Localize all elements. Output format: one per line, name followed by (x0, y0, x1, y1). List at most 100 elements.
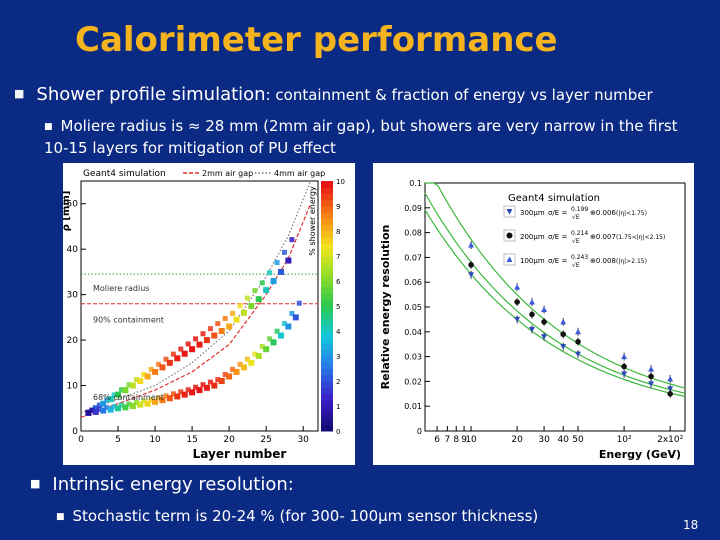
x-tick-label: 10 (465, 435, 477, 445)
colorbar-segment (321, 299, 333, 307)
energy-resolution-chart: 6 7 8 9 10 20 30 40 50 10² 2x10² 0 0.01 0.02 0.03 0.04 0… (373, 163, 694, 465)
colorbar-segment (321, 412, 333, 419)
containment-point (255, 296, 262, 303)
containment-point-4mm (178, 389, 184, 395)
x-tick-label: 2x10² (657, 435, 684, 445)
x-tick-label: 25 (260, 435, 271, 445)
containment-point (107, 396, 114, 403)
containment-point (263, 287, 270, 294)
containment-point-4mm (281, 249, 287, 255)
colorbar-segment (321, 399, 333, 407)
containment-point (137, 378, 144, 384)
containment-point (263, 346, 270, 353)
data-point (667, 386, 674, 392)
containment-point-4mm (237, 303, 243, 309)
containment-point (129, 382, 136, 389)
legend-marker (506, 232, 513, 239)
containment-point-4mm (126, 401, 132, 407)
data-point (621, 353, 628, 360)
legend-eta: (|η|>2.15) (616, 258, 647, 265)
legend-label: 100μm (520, 257, 545, 265)
energy-resolution-plot: 6 7 8 910 20 30 40 50 10² 2x10² 0 0.01 0.02 0.03 0.04 0… (379, 179, 686, 461)
colorbar-segment (321, 381, 333, 388)
containment-point-4mm (141, 398, 147, 404)
containment-point (122, 387, 129, 394)
data-point (528, 326, 535, 333)
colorbar-segment (321, 187, 333, 194)
containment-point (144, 373, 151, 380)
data-point (575, 338, 581, 345)
containment-point (181, 391, 188, 398)
containment-point (92, 408, 99, 415)
colorbar-segment (321, 424, 333, 432)
data-point (529, 311, 535, 318)
containment-point-4mm (133, 400, 139, 405)
containment-point (189, 389, 196, 396)
containment-point-4mm (185, 341, 191, 347)
colorbar-tick-label: 4 (336, 328, 341, 336)
legend-eta: (|η|<1.75) (616, 210, 647, 217)
containment-point (159, 364, 166, 371)
containment-point (100, 400, 107, 407)
containment-point (144, 400, 151, 407)
containment-point (115, 391, 122, 398)
fit-curve (425, 182, 686, 389)
sub-bullet-moliere: ■ Moliere radius is ≈ 28 mm (2mm air gap)… (44, 116, 704, 159)
annotation-label: Moliere radius (93, 284, 149, 293)
containment-point-4mm (185, 387, 191, 393)
y-tick-label: 30 (67, 291, 79, 301)
colorbar-segment (321, 393, 333, 401)
containment-point-4mm (215, 321, 221, 327)
colorbar-segment (321, 337, 333, 344)
colorbar-tick-label: 3 (336, 353, 340, 361)
containment-point-4mm (170, 351, 176, 357)
colorbar-segment (321, 224, 333, 232)
containment-point-4mm (156, 361, 162, 367)
containment-point-4mm (267, 336, 273, 342)
colorbar-segment (321, 281, 333, 288)
fit-curve (424, 192, 686, 394)
containment-point (240, 309, 247, 316)
colorbar-tick-label: 6 (336, 278, 341, 286)
legend-formula-const: ⊕0.007 (590, 233, 616, 241)
containment-point (203, 337, 210, 344)
colorbar-segment (321, 249, 333, 257)
colorbar-segment (321, 312, 333, 319)
y-tick-label: 50 (67, 200, 79, 210)
legend-label: 4mm air gap (274, 169, 325, 178)
colorbar-segment (321, 212, 333, 219)
y-tick-label: 0.01 (404, 402, 422, 411)
x-tick-label: 6 (434, 435, 440, 445)
containment-point (166, 359, 173, 366)
containment-point-4mm (148, 397, 154, 403)
x-tick-label: 8 (453, 435, 459, 445)
containment-point (277, 332, 284, 339)
sub-bullet-square-icon: ■ (44, 122, 53, 132)
containment-point (211, 332, 218, 339)
colorbar-tick-label: 5 (336, 303, 340, 311)
colorbar-segment (321, 274, 333, 282)
colorbar-segment (321, 318, 333, 326)
colorbar-label: % shower energy (308, 186, 317, 256)
colorbar-segment (321, 199, 333, 207)
containment-point-4mm (133, 377, 139, 383)
legend-label: 2mm air gap (202, 169, 253, 178)
legend-marker (506, 256, 513, 262)
data-point (468, 272, 475, 278)
colorbar-segment (321, 243, 333, 251)
containment-point-4mm (230, 310, 236, 316)
containment-point (152, 368, 159, 375)
containment-point (174, 355, 181, 362)
legend-formula-den: √E (572, 238, 580, 245)
y-tick-label: 0.07 (404, 253, 422, 262)
legend-formula-den: √E (572, 214, 580, 221)
colorbar-segment (321, 349, 333, 357)
containment-point-4mm (170, 391, 176, 397)
sub-bullet-stochastic: ■ Stochastic term is 20-24 % (for 300- 10… (56, 507, 538, 525)
containment-point-4mm (193, 336, 199, 342)
data-point (514, 316, 521, 323)
containment-point (240, 364, 247, 371)
colorbar-segment (321, 206, 333, 213)
containment-point-4mm (156, 395, 162, 401)
containment-point-4mm (244, 295, 250, 301)
